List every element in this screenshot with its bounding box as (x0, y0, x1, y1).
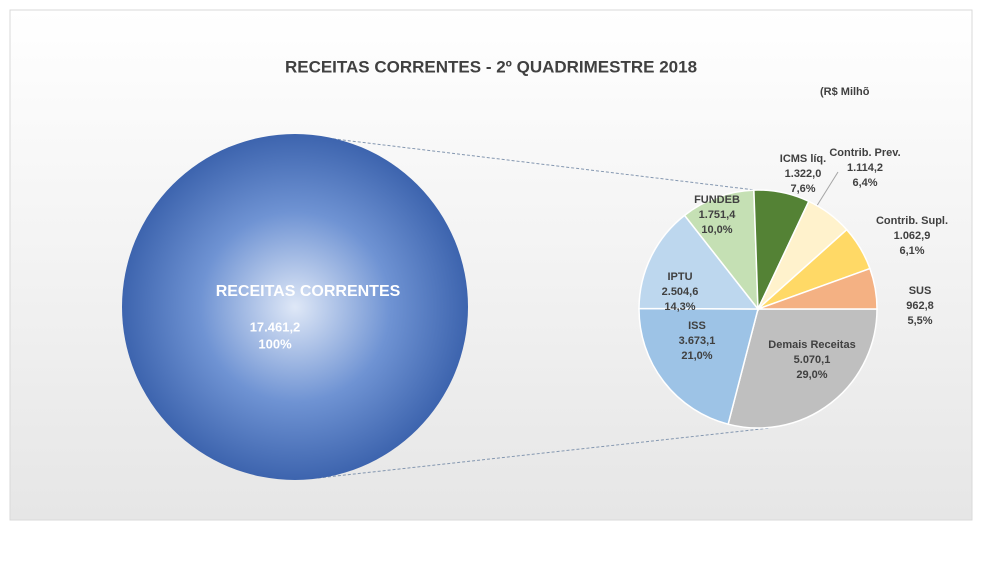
slice-value: 5.070,1 (794, 354, 831, 366)
slice-value: 1.322,0 (785, 168, 822, 180)
slice-name: FUNDEB (694, 194, 740, 206)
slice-percent: 5,5% (907, 315, 932, 327)
slice-percent: 6,4% (852, 177, 877, 189)
slice-name: Contrib. Supl. (876, 215, 948, 227)
slice-name: IPTU (667, 271, 692, 283)
slice-value: 2.504,6 (662, 286, 699, 298)
pie-slice (727, 308, 878, 429)
slice-percent: 14,3% (664, 301, 695, 313)
total-name: RECEITAS CORRENTES (216, 283, 401, 300)
slice-name: ISS (688, 320, 706, 332)
slice-percent: 7,6% (790, 183, 815, 195)
total-value: 17.461,2 (250, 319, 301, 334)
slice-name: Contrib. Prev. (829, 147, 900, 159)
slice-name: Demais Receitas (768, 339, 855, 351)
slice-value: 1.062,9 (894, 230, 931, 242)
pie-slice (638, 214, 760, 310)
slice-value: 962,8 (906, 300, 934, 312)
connector (317, 427, 771, 479)
slice-percent: 6,1% (899, 245, 924, 257)
slice-value: 3.673,1 (679, 335, 716, 347)
slice-percent: 10,0% (701, 224, 732, 236)
connector (317, 136, 756, 191)
pie-slice (757, 267, 878, 310)
slice-name: SUS (909, 285, 932, 297)
slice-value: 1.751,4 (699, 209, 737, 221)
chart-title: RECEITAS CORRENTES - 2º QUADRIMESTRE 201… (285, 57, 697, 76)
total-percent: 100% (258, 336, 292, 351)
slice-percent: 21,0% (681, 350, 712, 362)
slice-value: 1.114,2 (847, 162, 883, 174)
subtitle: (R$ Milhõ (820, 86, 870, 98)
total-circle (122, 134, 468, 480)
slice-name: ICMS líq. (780, 153, 826, 165)
slice-percent: 29,0% (796, 369, 827, 381)
pie-slice (638, 307, 759, 426)
pie-slice (683, 189, 759, 312)
